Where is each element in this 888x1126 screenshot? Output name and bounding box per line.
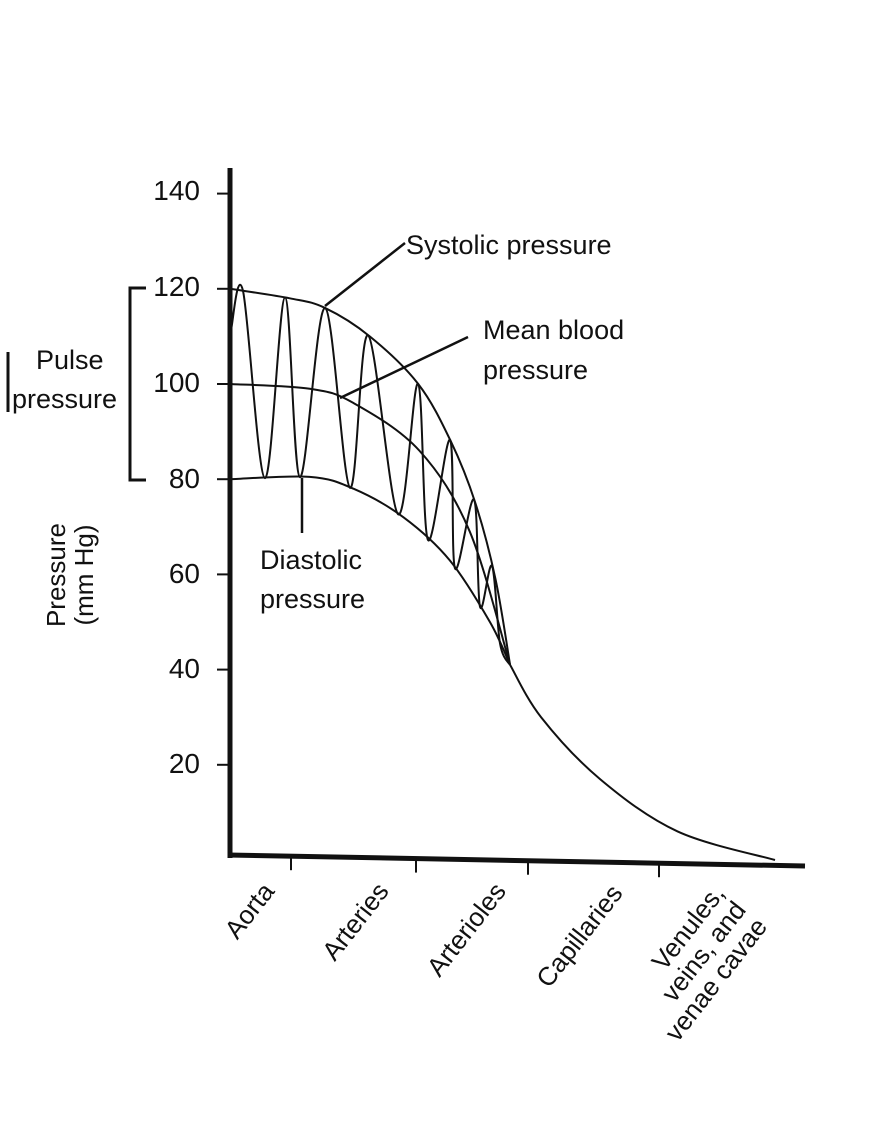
y-tick-label-100: 100 [153, 367, 200, 398]
mean-pressure-leader-line [339, 335, 469, 400]
x-axis [227, 852, 806, 869]
pulse-pressure-label-line1: Pulse [36, 345, 104, 375]
pulse-pressure-bracket [128, 286, 146, 482]
mean-pressure-curve [229, 383, 512, 666]
pulse-pressure-label-line2: pressure [12, 384, 118, 414]
diastolic-label-line1: Diastolic [260, 545, 363, 575]
diastolic-curve [229, 475, 511, 666]
pulse-wave [230, 283, 511, 666]
y-tick-label-20: 20 [168, 748, 200, 779]
y-tick-label-140: 140 [153, 175, 200, 206]
y-tick-label-120: 120 [153, 271, 200, 302]
mean-pressure-label-line1: Mean blood [483, 315, 625, 345]
diastolic-label-line2: pressure [260, 584, 366, 614]
y-tick-label-60: 60 [168, 558, 200, 589]
y-tick-label-40: 40 [168, 653, 200, 684]
systolic-leader-line [324, 242, 406, 307]
mean-pressure-label-line2: pressure [483, 355, 589, 385]
y-tick-label-80: 80 [168, 463, 200, 494]
y-axis-label-line1: Pressure [41, 522, 71, 628]
systolic-label: Systolic pressure [406, 230, 612, 260]
y-axis-label-line2: (mm Hg) [69, 524, 99, 626]
venous-return-curve [509, 664, 776, 861]
y-axis-label: Pressure (mm Hg) [41, 510, 99, 640]
